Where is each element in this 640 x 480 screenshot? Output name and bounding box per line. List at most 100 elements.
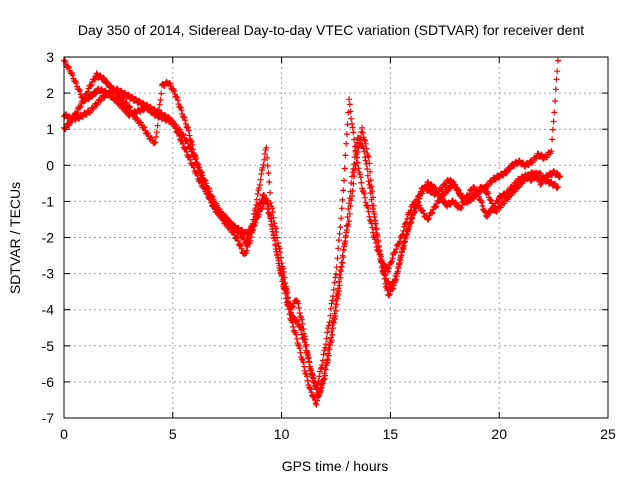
data-point-marker bbox=[351, 161, 358, 167]
data-point-marker bbox=[290, 313, 297, 320]
data-point-marker bbox=[147, 103, 154, 110]
data-point-marker bbox=[108, 90, 115, 97]
data-point-marker bbox=[333, 271, 339, 277]
data-point-marker bbox=[77, 103, 84, 110]
axis-ticks: 0 5 10 15 20 25 -7 -6 -5 -4 -3 -2 -1 0 1 2 3 bbox=[42, 49, 616, 442]
data-point-marker bbox=[385, 268, 392, 275]
data-point-marker bbox=[420, 207, 426, 214]
x-axis-label: GPS time / hours bbox=[282, 458, 389, 474]
data-point-marker bbox=[288, 309, 294, 316]
data-point-marker bbox=[300, 335, 307, 342]
data-point-marker bbox=[198, 169, 205, 176]
data-point-marker bbox=[386, 291, 393, 298]
data-point-marker bbox=[475, 189, 482, 196]
data-point-marker bbox=[302, 343, 309, 350]
data-point-marker bbox=[320, 376, 327, 383]
data-point-marker bbox=[336, 230, 343, 237]
data-point-marker bbox=[174, 97, 181, 104]
y-tick-label: 2 bbox=[46, 85, 54, 101]
data-point-marker bbox=[334, 295, 341, 302]
data-point-marker bbox=[237, 242, 244, 249]
data-point-marker bbox=[186, 132, 193, 139]
data-point-marker bbox=[429, 187, 436, 194]
data-point-marker bbox=[269, 209, 276, 215]
series-track-c bbox=[61, 85, 564, 399]
data-point-marker bbox=[182, 117, 189, 124]
data-point-marker bbox=[334, 255, 341, 262]
data-point-marker bbox=[206, 188, 213, 195]
data-point-marker bbox=[330, 293, 337, 300]
data-point-marker bbox=[203, 180, 210, 187]
data-point-marker bbox=[330, 325, 337, 332]
data-point-marker bbox=[552, 98, 559, 105]
data-point-marker bbox=[328, 300, 335, 307]
data-point-marker bbox=[335, 245, 342, 252]
data-point-marker bbox=[154, 122, 161, 129]
data-point-marker bbox=[337, 267, 344, 274]
data-point-marker bbox=[428, 210, 435, 217]
data-point-marker bbox=[343, 140, 350, 147]
data-point-marker bbox=[374, 233, 381, 240]
data-point-marker bbox=[425, 185, 432, 192]
data-point-marker bbox=[355, 165, 362, 172]
x-tick-label: 5 bbox=[169, 426, 177, 442]
data-point-marker bbox=[283, 287, 289, 294]
data-point-marker bbox=[187, 144, 194, 151]
data-point-marker bbox=[304, 377, 311, 384]
data-point-marker bbox=[280, 281, 287, 288]
data-point-marker bbox=[552, 86, 559, 93]
data-point-marker bbox=[488, 200, 495, 207]
data-point-marker bbox=[399, 244, 406, 251]
data-point-marker bbox=[257, 176, 264, 183]
data-point-marker bbox=[158, 90, 165, 97]
data-point-marker bbox=[417, 191, 424, 198]
y-tick-label: -3 bbox=[42, 266, 55, 282]
data-point-marker bbox=[406, 223, 413, 230]
data-point-marker bbox=[336, 282, 343, 289]
data-point-marker bbox=[365, 208, 372, 215]
data-point-marker bbox=[324, 329, 331, 336]
data-point-marker bbox=[371, 214, 378, 220]
data-point-marker bbox=[429, 209, 436, 216]
data-point-marker bbox=[331, 279, 338, 286]
data-point-marker bbox=[306, 385, 313, 392]
data-point-marker bbox=[554, 169, 561, 176]
data-point-marker bbox=[549, 126, 556, 133]
data-point-marker bbox=[455, 187, 462, 194]
data-point-marker bbox=[284, 295, 291, 302]
data-point-marker bbox=[240, 236, 247, 242]
data-point-marker bbox=[383, 275, 389, 282]
data-point-marker bbox=[261, 151, 268, 157]
data-point-marker bbox=[309, 370, 316, 377]
data-point-marker bbox=[187, 145, 194, 152]
data-point-marker bbox=[275, 257, 282, 264]
data-point-marker bbox=[335, 291, 342, 298]
data-point-marker bbox=[256, 211, 263, 218]
data-point-marker bbox=[256, 182, 263, 188]
data-point-marker bbox=[444, 188, 451, 195]
data-point-marker bbox=[344, 214, 351, 220]
data-point-marker bbox=[335, 278, 342, 285]
data-point-marker bbox=[300, 359, 307, 366]
data-point-marker bbox=[195, 161, 202, 168]
data-point-marker bbox=[337, 224, 344, 231]
data-point-marker bbox=[246, 234, 252, 241]
data-point-marker bbox=[349, 120, 355, 127]
data-point-marker bbox=[372, 236, 379, 243]
data-point-marker bbox=[304, 351, 311, 358]
data-point-marker bbox=[337, 274, 344, 281]
data-point-marker bbox=[403, 231, 410, 238]
data-point-marker bbox=[510, 163, 517, 169]
data-point-marker bbox=[327, 312, 334, 319]
data-point-marker bbox=[351, 136, 358, 143]
data-point-marker bbox=[269, 223, 276, 230]
data-point-marker bbox=[399, 249, 405, 256]
data-point-marker bbox=[402, 220, 409, 227]
data-point-marker bbox=[399, 232, 405, 239]
data-point-marker bbox=[349, 124, 356, 131]
data-point-marker bbox=[224, 214, 231, 221]
data-point-marker bbox=[254, 191, 261, 197]
data-point-marker bbox=[341, 240, 348, 247]
data-point-marker bbox=[298, 316, 305, 323]
data-point-marker bbox=[188, 138, 195, 145]
